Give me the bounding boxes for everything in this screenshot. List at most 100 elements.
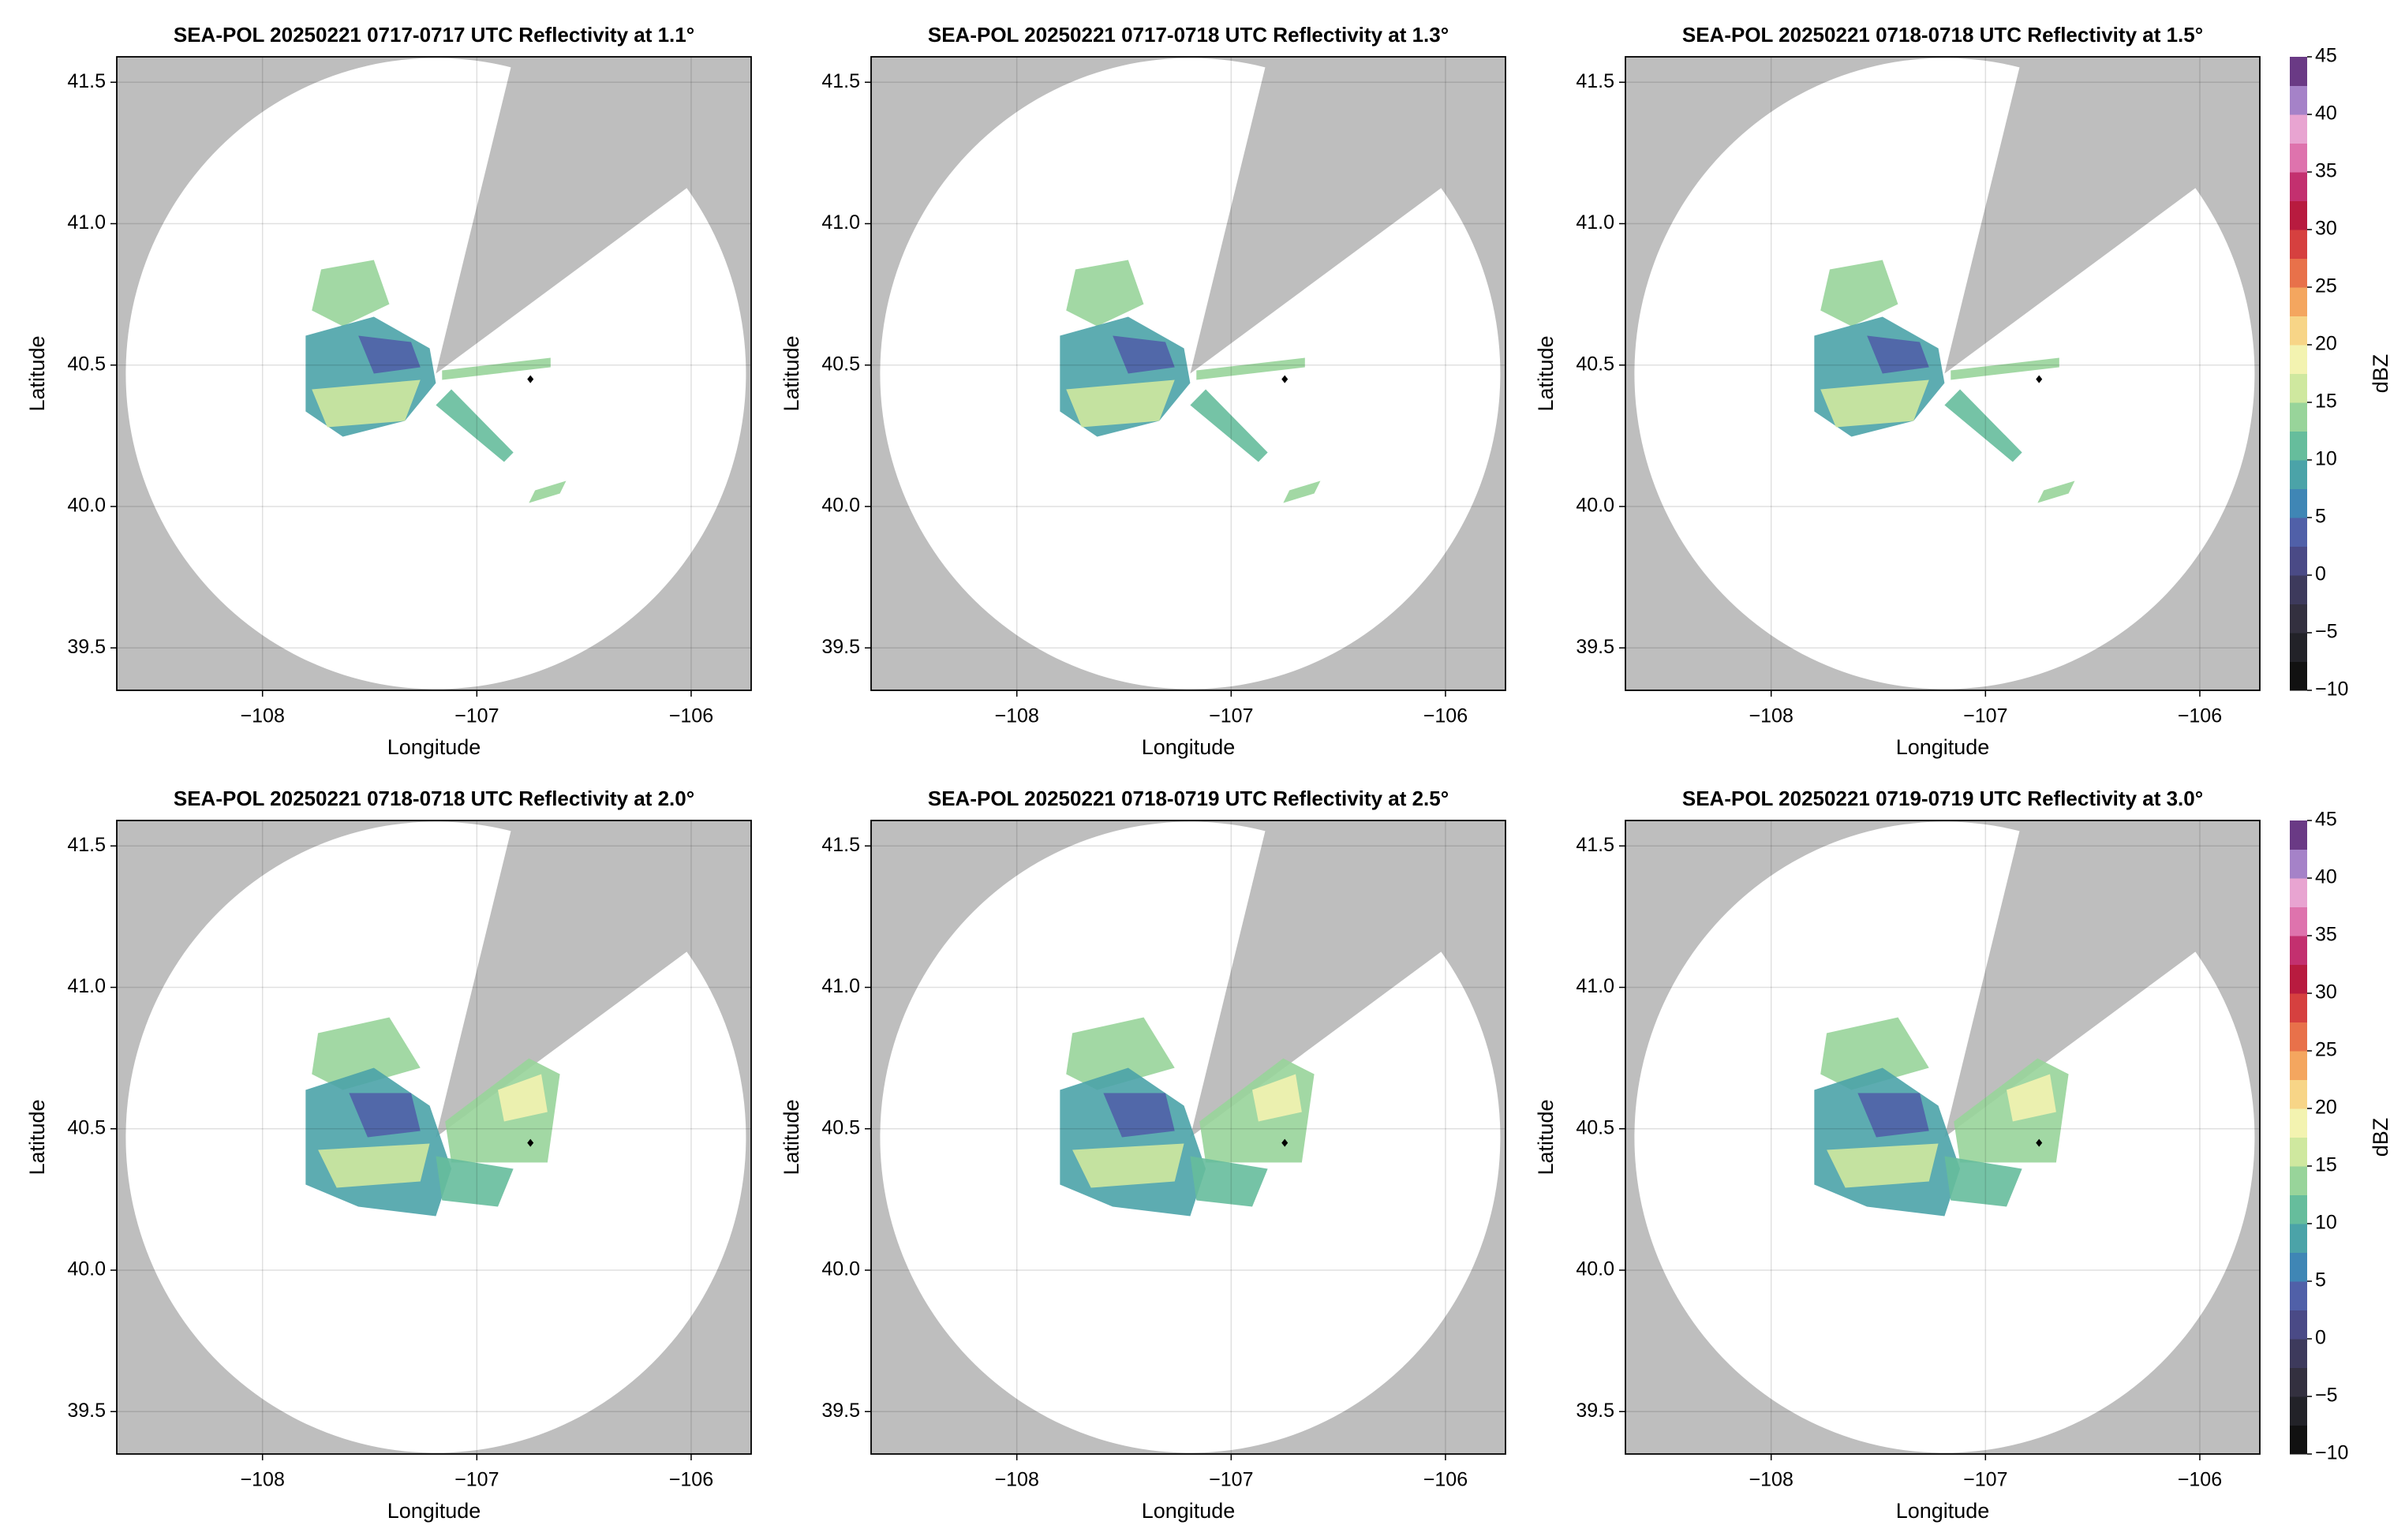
y-tick-label: 39.5 <box>821 636 860 658</box>
y-tick-label: 40.5 <box>821 353 860 375</box>
colorbar-tick-label: −5 <box>2315 621 2338 643</box>
y-tick-label: 41.5 <box>1576 70 1614 92</box>
x-tick-label: −106 <box>669 1469 713 1491</box>
colorbar-tick-label: 15 <box>2315 1154 2337 1176</box>
site-marker <box>527 375 534 383</box>
panel: −108 −107 −106 39.5 40.0 40.5 41.0 41.5 SEA-POL … <box>1534 787 2392 1523</box>
x-tick-label: −106 <box>1423 1469 1468 1491</box>
x-tick-label: −108 <box>995 1469 1039 1491</box>
echo-region <box>1252 1074 1302 1122</box>
colorbar-segment <box>2290 143 2307 173</box>
colorbar-segment <box>2290 1252 2307 1282</box>
colorbar-segment <box>2290 1079 2307 1109</box>
echo-region <box>442 357 551 380</box>
colorbar-segment <box>2290 546 2307 576</box>
colorbar-tick-label: 25 <box>2315 1039 2337 1061</box>
x-tick-label: −108 <box>241 1469 285 1491</box>
echo-region <box>1066 379 1175 428</box>
y-tick-label: 41.0 <box>67 211 106 234</box>
y-tick-label: 41.5 <box>1576 834 1614 856</box>
colorbar-tick-label: 30 <box>2315 218 2337 240</box>
colorbar-segment <box>2290 575 2307 604</box>
echo-region <box>1196 357 1305 380</box>
colorbar-segment <box>2290 1281 2307 1310</box>
echo-region <box>2007 1074 2056 1122</box>
colorbar-tick-label: 30 <box>2315 981 2337 1004</box>
colorbar-segment <box>2290 1425 2307 1455</box>
x-tick-label: −106 <box>669 705 713 727</box>
colorbar-segment <box>2290 258 2307 288</box>
colorbar-segment <box>2290 633 2307 662</box>
colorbar-segment <box>2290 1224 2307 1253</box>
panel: −108 −107 −106 39.5 40.0 40.5 41.0 41.5 SEA-POL … <box>25 787 752 1523</box>
site-marker <box>1281 375 1289 383</box>
colorbar-segment <box>2290 1051 2307 1080</box>
site-marker <box>527 1138 534 1147</box>
x-tick-label: −108 <box>241 705 285 727</box>
y-axis-label: Latitude <box>1534 1099 1558 1175</box>
echo-region <box>1103 1093 1175 1138</box>
echo-region <box>1944 1156 2022 1207</box>
y-tick-label: 39.5 <box>67 636 106 658</box>
echo-region <box>1190 1156 1268 1207</box>
colorbar-tick-label: 0 <box>2315 1327 2326 1349</box>
axes-frame <box>116 820 752 1455</box>
colorbar-tick-label: 15 <box>2315 391 2337 413</box>
x-axis-label: Longitude <box>1896 1499 1990 1523</box>
x-tick-label: −106 <box>2178 1469 2222 1491</box>
y-tick-label: 41.5 <box>67 834 106 856</box>
panel: −108 −107 −106 39.5 40.0 40.5 41.0 41.5 SEA-POL … <box>1534 23 2392 759</box>
colorbar-segment <box>2290 878 2307 907</box>
site-marker <box>2036 375 2043 383</box>
echo-region <box>312 379 421 428</box>
colorbar-segment <box>2290 373 2307 403</box>
colorbar-tick-label: 0 <box>2315 563 2326 585</box>
y-tick-label: 40.5 <box>821 1116 860 1138</box>
y-axis-label: Latitude <box>1534 335 1558 411</box>
y-tick-label: 41.0 <box>1576 975 1614 997</box>
axes-frame <box>1625 56 2261 691</box>
radar-coverage <box>125 58 746 690</box>
y-tick-label: 39.5 <box>67 1400 106 1422</box>
echo-region <box>436 1156 514 1207</box>
y-tick-label: 39.5 <box>821 1400 860 1422</box>
y-tick-label: 40.0 <box>67 495 106 517</box>
colorbar-segment <box>2290 936 2307 965</box>
colorbar-segment <box>2290 402 2307 432</box>
x-axis-label: Longitude <box>387 1499 481 1523</box>
echo-region <box>312 260 390 327</box>
x-axis-label: Longitude <box>387 735 481 759</box>
echo-region <box>529 480 567 503</box>
colorbar-segment <box>2290 1396 2307 1426</box>
echo-region <box>358 335 421 374</box>
colorbar-segment <box>2290 820 2307 850</box>
x-tick-label: −108 <box>995 705 1039 727</box>
x-tick-label: −108 <box>1749 705 1793 727</box>
echo-region <box>436 389 514 462</box>
colorbar-label: dBZ <box>2369 354 2392 394</box>
colorbar-segment <box>2290 230 2307 259</box>
y-tick-label: 41.5 <box>821 834 860 856</box>
x-tick-label: −107 <box>1963 705 2007 727</box>
colorbar-segment <box>2290 1310 2307 1340</box>
y-tick-label: 41.5 <box>67 70 106 92</box>
colorbar-segment <box>2290 1166 2307 1195</box>
y-tick-label: 40.5 <box>1576 353 1614 375</box>
colorbar-segment <box>2290 906 2307 936</box>
colorbar-tick-label: 10 <box>2315 448 2337 470</box>
y-tick-label: 40.0 <box>821 1258 860 1280</box>
x-tick-label: −106 <box>2178 705 2222 727</box>
plot-area <box>871 57 1505 690</box>
colorbar-tick-label: 20 <box>2315 333 2337 355</box>
colorbar-tick-label: −5 <box>2315 1385 2338 1407</box>
colorbar-segment <box>2290 964 2307 994</box>
x-tick-label: −108 <box>1749 1469 1793 1491</box>
panel: −108 −107 −106 39.5 40.0 40.5 41.0 41.5 SEA-POL … <box>780 23 1506 759</box>
colorbar-segment <box>2290 518 2307 547</box>
chart-title: SEA-POL 20250221 0718-0718 UTC Reflectiv… <box>174 787 694 810</box>
x-axis-label: Longitude <box>1142 735 1236 759</box>
y-tick-label: 40.0 <box>67 1258 106 1280</box>
colorbar-segment <box>2290 1022 2307 1052</box>
y-tick-label: 40.0 <box>1576 1258 1614 1280</box>
